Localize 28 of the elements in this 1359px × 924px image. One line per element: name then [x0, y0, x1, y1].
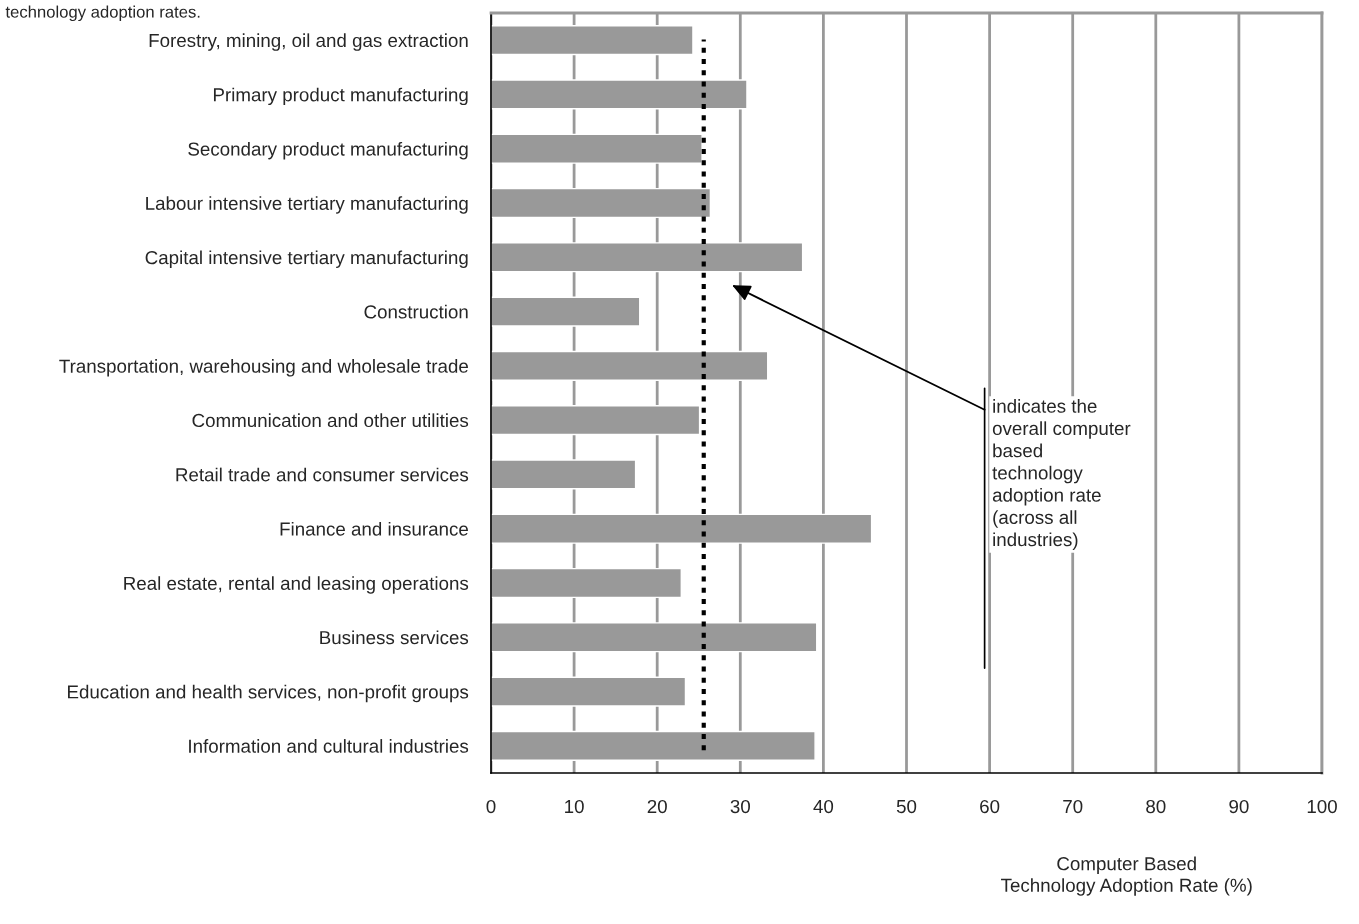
y-tick-label: Labour intensive tertiary manufacturing — [146, 196, 468, 214]
y-tick-label: Communication and other utilities — [192, 413, 469, 428]
y-tick-label: Construction — [364, 304, 468, 319]
y-tick-label: Primary product manufacturing — [213, 87, 468, 106]
y-tick-label: Education and health services, non-profit groups — [68, 684, 469, 703]
y-tick-label: Secondary product manufacturing — [188, 141, 468, 160]
text: technology adoption rates. — [5, 5, 200, 22]
x-tick-label: 70 — [1063, 799, 1083, 814]
y-tick-label: Information and cultural industries — [189, 739, 469, 753]
ref-line-label: indicates the overall computer based technology adoption rate (across all industries) — [992, 399, 1131, 550]
x-tick-label: 10 — [565, 799, 584, 814]
x-tick-label: 60 — [980, 799, 1000, 814]
x-tick-label: 40 — [813, 799, 834, 814]
y-tick-label: Finance and insurance — [280, 521, 468, 536]
y-tick-label: Forestry, mining, oil and gas extraction — [149, 33, 468, 51]
x-tick-label: 30 — [730, 799, 750, 814]
y-tick-label: Capital intensive tertiary manufacturing — [145, 250, 468, 268]
x-tick-label: 20 — [647, 799, 667, 814]
y-tick-label: Business services — [320, 630, 469, 645]
y-tick-label: Real estate, rental and leasing operations — [124, 576, 469, 594]
x-tick-label: 100 — [1307, 799, 1337, 814]
x-tick-label: 50 — [896, 799, 917, 814]
x-tick-label: 80 — [1146, 799, 1166, 814]
x-tick-label: 0 — [486, 799, 496, 814]
y-tick-label: Transportation, warehousing and wholesale trade — [59, 359, 468, 377]
x-tick-label: 90 — [1229, 799, 1249, 814]
x-axis-title: Computer Based Technology Adoption Rate (%) — [1001, 856, 1252, 896]
y-tick-label: Retail trade and consumer services — [176, 467, 469, 482]
